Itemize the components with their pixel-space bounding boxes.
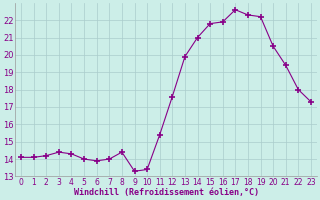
X-axis label: Windchill (Refroidissement éolien,°C): Windchill (Refroidissement éolien,°C): [74, 188, 259, 197]
